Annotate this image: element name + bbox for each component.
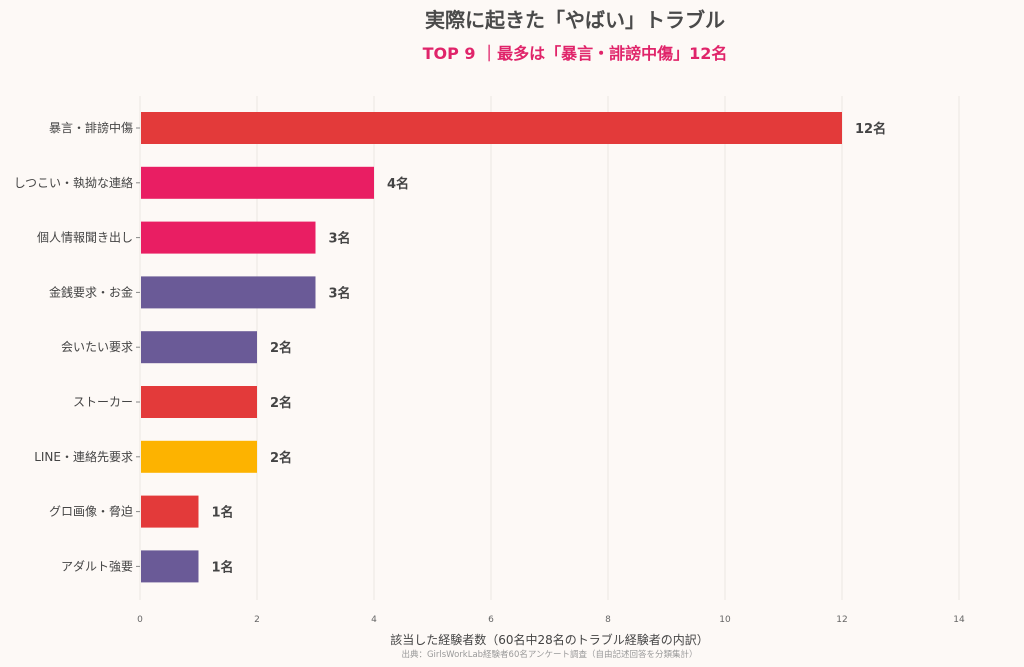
- x-tick-label: 14: [953, 615, 965, 625]
- value-label: 3名: [329, 285, 351, 301]
- bar: [141, 331, 257, 364]
- value-labels: 12名 4名 3名 3名 2名 2名 2名 1名 1名: [212, 121, 887, 575]
- bar: [141, 386, 257, 418]
- value-label: 2名: [270, 340, 292, 356]
- category-label: LINE・連絡先要求: [34, 449, 133, 464]
- bar: [141, 112, 842, 144]
- category-label: 個人情報聞き出し: [37, 231, 133, 245]
- x-axis-label: 該当した経験者数（60名中28名のトラブル経験者の内訳）: [390, 633, 709, 647]
- category-labels: 暴言・誹謗中傷しつこい・執拗な連絡個人情報聞き出し金銭要求・お金会いたい要求スト…: [14, 120, 140, 573]
- value-label: 12名: [855, 121, 886, 137]
- value-label: 1名: [212, 559, 234, 575]
- category-label: 会いたい要求: [61, 340, 133, 354]
- x-tick-label: 12: [836, 615, 847, 625]
- value-label: 3名: [329, 231, 351, 247]
- category-label: アダルト強要: [61, 558, 133, 573]
- category-label: しつこい・執拗な連絡: [14, 175, 133, 190]
- bar: [141, 166, 374, 199]
- bar: [141, 276, 316, 309]
- x-tick-label: 2: [254, 615, 260, 625]
- x-tick-label: 4: [371, 615, 377, 625]
- bars: [141, 112, 842, 583]
- x-tick-label: 0: [137, 615, 143, 625]
- value-label: 4名: [387, 176, 409, 192]
- value-label: 2名: [270, 450, 292, 466]
- value-label: 1名: [212, 505, 234, 521]
- bar: [141, 495, 199, 528]
- category-label: 金銭要求・お金: [49, 284, 133, 299]
- x-tick-label: 8: [605, 615, 611, 625]
- bar: [141, 550, 199, 583]
- category-label: ストーカー: [73, 395, 133, 409]
- source-note: 出典：GirlsWorkLab経験者60名アンケート調査（自由記述回答を分類集計…: [401, 650, 698, 660]
- x-axis-ticks: 0 2 4 6 8 10 12 14: [137, 615, 965, 625]
- chart-subtitle: TOP 9 ｜最多は「暴言・誹謗中傷」12名: [422, 44, 728, 63]
- value-label: 2名: [270, 395, 292, 411]
- chart-title: 実際に起きた「やばい」トラブル: [425, 8, 725, 32]
- x-tick-label: 10: [719, 615, 731, 625]
- bar: [141, 440, 257, 473]
- category-label: 暴言・誹謗中傷: [49, 120, 133, 135]
- bar: [141, 221, 316, 254]
- category-label: グロ画像・脅迫: [49, 504, 133, 519]
- x-tick-label: 6: [488, 615, 494, 625]
